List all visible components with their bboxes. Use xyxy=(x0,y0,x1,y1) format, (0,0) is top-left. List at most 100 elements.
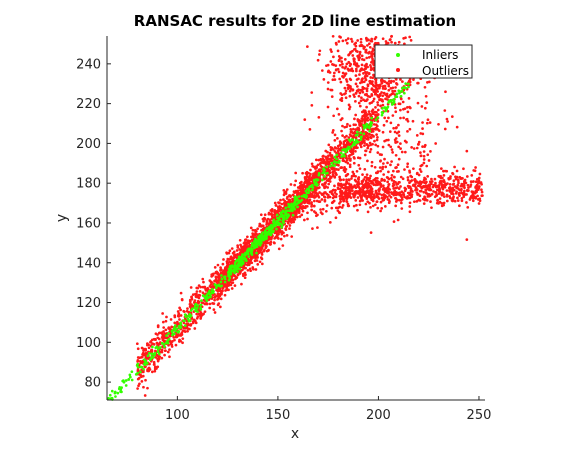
inlier-point xyxy=(196,304,200,307)
outlier-point xyxy=(382,193,386,196)
outlier-point xyxy=(386,82,389,85)
inlier-point xyxy=(404,82,408,85)
outlier-point xyxy=(238,238,242,242)
outlier-point xyxy=(160,348,164,352)
outlier-point xyxy=(439,174,442,178)
outlier-point xyxy=(389,87,393,90)
inlier-point xyxy=(298,200,302,203)
inlier-point xyxy=(311,188,314,192)
outlier-point xyxy=(359,99,363,103)
outlier-point xyxy=(345,80,349,83)
outlier-point xyxy=(362,178,366,181)
outlier-point xyxy=(348,77,352,81)
outlier-point xyxy=(290,235,294,238)
outlier-point xyxy=(345,125,348,129)
outlier-point xyxy=(365,65,368,69)
outlier-point xyxy=(391,92,395,95)
outlier-point xyxy=(475,190,478,194)
outlier-point xyxy=(326,87,330,91)
outlier-point xyxy=(318,191,321,194)
outlier-point xyxy=(344,195,348,198)
outlier-point xyxy=(354,67,358,71)
outlier-point xyxy=(384,97,387,101)
outlier-point xyxy=(346,161,350,165)
outlier-point xyxy=(444,183,447,186)
outlier-point xyxy=(415,171,419,175)
outlier-point xyxy=(478,197,482,201)
outlier-point xyxy=(323,186,326,189)
outlier-point xyxy=(405,140,408,144)
inlier-point xyxy=(297,195,301,198)
outlier-point xyxy=(343,92,346,96)
outlier-point xyxy=(474,196,478,200)
outlier-point xyxy=(374,190,378,194)
outlier-point xyxy=(332,55,335,59)
outlier-point xyxy=(431,185,435,189)
outlier-point xyxy=(358,203,362,207)
inlier-point xyxy=(250,253,254,256)
outlier-point xyxy=(314,214,318,218)
inlier-point xyxy=(136,371,139,375)
outlier-point xyxy=(228,260,231,263)
outlier-point xyxy=(381,130,385,134)
outlier-point xyxy=(363,192,366,196)
inlier-point xyxy=(394,95,398,98)
plot-points xyxy=(107,34,484,401)
outlier-point xyxy=(328,190,332,194)
outlier-point xyxy=(377,192,381,195)
outlier-point xyxy=(435,188,439,192)
inlier-point xyxy=(145,361,149,365)
outlier-point xyxy=(419,154,423,158)
outlier-point xyxy=(376,183,380,187)
outlier-point xyxy=(284,192,288,195)
outlier-point xyxy=(164,319,168,323)
outlier-point xyxy=(376,113,380,116)
outlier-point xyxy=(219,266,222,269)
inlier-point xyxy=(308,189,311,192)
outlier-point xyxy=(149,340,152,344)
outlier-point xyxy=(465,201,468,204)
inlier-point xyxy=(315,179,319,182)
outlier-point xyxy=(390,174,394,177)
outlier-point xyxy=(373,165,377,169)
outlier-point xyxy=(475,177,479,181)
outlier-point xyxy=(366,134,369,138)
outlier-point xyxy=(329,148,333,152)
outlier-point xyxy=(386,41,390,45)
outlier-point xyxy=(340,56,343,60)
outlier-point xyxy=(141,374,145,378)
outlier-point xyxy=(333,150,337,153)
inlier-point xyxy=(329,164,332,168)
outlier-point xyxy=(409,185,412,189)
outlier-point xyxy=(374,36,378,39)
outlier-point xyxy=(416,193,419,196)
outlier-point xyxy=(440,179,444,183)
outlier-point xyxy=(364,202,368,206)
outlier-point xyxy=(476,194,479,198)
inlier-point xyxy=(392,101,396,105)
outlier-point xyxy=(345,173,349,177)
outlier-point xyxy=(376,206,380,210)
outlier-point xyxy=(280,232,284,236)
outlier-point xyxy=(367,110,371,113)
outlier-point xyxy=(453,199,457,203)
outlier-point xyxy=(448,189,452,192)
inlier-point xyxy=(356,130,359,134)
outlier-point xyxy=(326,81,330,84)
outlier-point xyxy=(324,209,328,213)
inlier-point xyxy=(170,329,174,333)
outlier-point xyxy=(198,290,202,293)
outlier-point xyxy=(453,185,457,188)
outlier-point xyxy=(314,211,318,215)
outlier-point xyxy=(393,41,397,45)
outlier-point xyxy=(306,211,309,215)
outlier-point xyxy=(138,382,141,386)
outlier-point xyxy=(333,191,337,194)
outlier-point xyxy=(366,189,370,193)
outlier-point xyxy=(314,175,318,178)
outlier-point xyxy=(281,206,285,210)
outlier-point xyxy=(189,324,193,327)
outlier-point xyxy=(344,168,348,171)
outlier-point xyxy=(379,209,382,213)
outlier-point xyxy=(328,221,332,224)
